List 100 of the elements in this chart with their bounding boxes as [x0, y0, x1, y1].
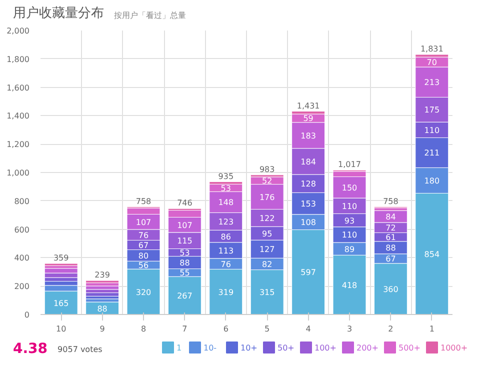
bar: [86, 292, 120, 296]
data-label: 110: [342, 202, 358, 211]
y-tick-label: 1,800: [6, 54, 30, 64]
data-label: 76: [220, 260, 231, 269]
data-label: 176: [259, 192, 275, 202]
y-tick-label: 1,000: [6, 168, 30, 178]
y-tick-label: 800: [14, 196, 30, 206]
x-tick-label: 8: [140, 324, 146, 334]
data-label: 88: [386, 244, 396, 253]
data-label: 180: [424, 176, 440, 186]
data-label: 267: [177, 292, 192, 301]
x-tick-label: 9: [100, 324, 105, 334]
x-tick-label: 10: [56, 324, 66, 334]
data-label: 88: [180, 258, 190, 268]
bar: [44, 263, 78, 266]
text: 4.38: [13, 340, 48, 359]
legend-label: 1: [176, 344, 182, 352]
data-label: 360: [383, 284, 398, 294]
data-label: 184: [300, 157, 316, 166]
data-label: 110: [424, 126, 440, 135]
y-tick-label: 400: [14, 254, 30, 263]
data-label: 128: [300, 180, 316, 189]
bar: [86, 289, 120, 294]
legend-label: 500+: [398, 344, 420, 352]
x-tick-label: 4: [306, 324, 311, 334]
data-label: 165: [53, 298, 69, 308]
data-label: 93: [344, 216, 355, 226]
data-label: 315: [259, 288, 275, 298]
y-tick-label: 600: [14, 225, 30, 234]
total-label: 359: [53, 254, 69, 263]
data-label: 113: [218, 246, 234, 256]
total-label: 758: [136, 197, 152, 206]
data-label: 127: [259, 245, 275, 254]
data-label: 107: [136, 218, 152, 227]
total-label: 935: [218, 172, 234, 181]
legend-label: 50+: [278, 344, 294, 352]
total-label: 1,431: [296, 101, 320, 110]
data-label: 61: [386, 233, 396, 242]
data-label: 86: [220, 232, 231, 242]
x-tick-label: 3: [346, 324, 352, 334]
total-label: 746: [177, 198, 192, 208]
y-tick-label: 1,200: [6, 140, 30, 150]
x-tick-label: 2: [388, 324, 394, 334]
total-label: 1,017: [338, 160, 361, 170]
data-label: 319: [218, 288, 234, 297]
x-tick-label: 7: [182, 324, 188, 334]
data-label: 320: [136, 288, 152, 297]
data-label: 107: [177, 220, 192, 230]
data-label: 108: [300, 218, 316, 228]
data-label: 122: [259, 214, 275, 223]
data-label: 150: [342, 183, 358, 192]
data-label: 153: [300, 200, 316, 209]
data-label: 76: [138, 230, 149, 240]
y-tick-label: 200: [14, 282, 30, 292]
chart-subtitle: 按用户「看过」总量: [114, 10, 186, 22]
data-label: 67: [138, 240, 149, 250]
data-label: 175: [424, 106, 440, 115]
data-label: 123: [218, 217, 234, 226]
legend-label: 100+: [314, 344, 336, 352]
data-label: 84: [386, 212, 396, 222]
total-label: 239: [94, 270, 110, 280]
data-label: 418: [342, 280, 358, 290]
data-label: 53: [220, 184, 231, 193]
x-tick-label: 5: [264, 324, 270, 334]
legend-label: 10-: [204, 344, 217, 352]
data-label: 115: [177, 236, 192, 246]
data-label: 95: [262, 229, 272, 238]
data-label: 211: [424, 148, 440, 158]
legend-label: 200+: [356, 344, 378, 352]
data-label: 183: [300, 131, 316, 140]
data-label: 213: [424, 78, 440, 88]
data-label: 110: [342, 230, 358, 240]
data-label: 597: [300, 268, 316, 278]
total-label: 758: [383, 197, 398, 206]
data-label: 56: [138, 261, 149, 270]
data-label: 88: [97, 304, 108, 314]
data-label: 82: [262, 260, 272, 269]
y-tick-label: 1,400: [6, 112, 30, 121]
legend-label: 1000+: [440, 344, 468, 352]
data-label: 52: [262, 176, 272, 186]
data-label: 89: [344, 244, 355, 254]
data-label: 80: [138, 251, 149, 260]
data-label: 59: [303, 114, 314, 124]
total-label: 983: [259, 165, 275, 174]
data-label: 148: [218, 198, 234, 208]
total-label: 1,831: [420, 44, 444, 54]
bar: [86, 282, 120, 286]
data-label: 53: [180, 248, 190, 258]
data-label: 854: [424, 250, 440, 259]
chart-title: 用户收藏量分布: [13, 5, 104, 23]
data-label: 72: [386, 224, 396, 233]
x-tick-label: 6: [223, 324, 228, 334]
data-label: 67: [386, 254, 396, 264]
x-tick-label: 1: [429, 324, 434, 334]
y-tick-label: 2,000: [6, 26, 30, 36]
y-tick-label: 1,600: [6, 83, 30, 92]
bar: [86, 280, 120, 284]
y-tick-label: 0: [24, 310, 30, 320]
legend-label: 10+: [240, 344, 258, 352]
text: 9057 votes: [58, 344, 102, 356]
